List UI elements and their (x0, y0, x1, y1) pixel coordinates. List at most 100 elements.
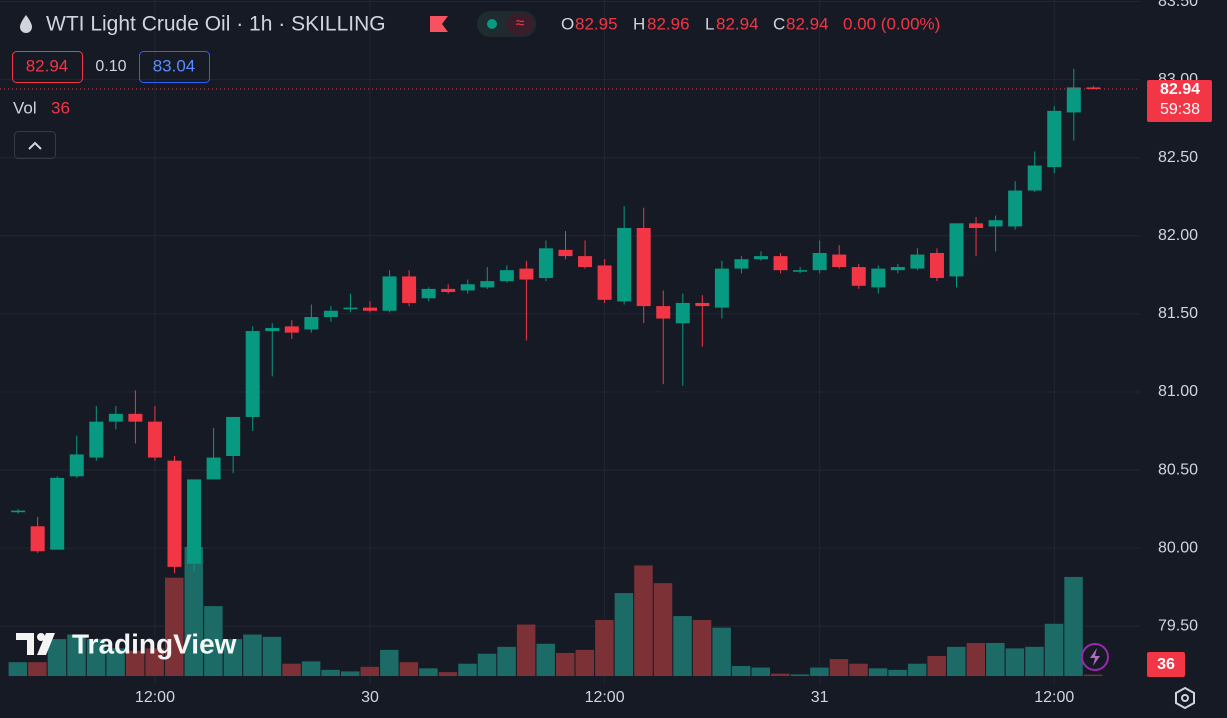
volume-bar (907, 663, 927, 676)
volume-bar (556, 652, 575, 676)
candle-body (754, 256, 768, 260)
candle-body (343, 307, 358, 310)
volume-bar (927, 656, 946, 676)
ohlc-value: 82.94 (716, 14, 759, 33)
candle-body (284, 326, 299, 333)
grid (0, 0, 1140, 684)
ohlc-label: O (561, 14, 574, 33)
x-tick-label: 12:00 (1034, 689, 1074, 706)
volume-bar (301, 661, 321, 676)
y-tick-label: 80.50 (1158, 461, 1198, 478)
candle-body (558, 249, 573, 257)
candle-layer (11, 68, 1101, 574)
watermark: TradingView (16, 628, 237, 659)
y-tick-label: 81.00 (1158, 383, 1198, 400)
candle-body (871, 268, 886, 288)
settings-button[interactable] (1175, 686, 1195, 710)
volume-bar (340, 671, 360, 676)
y-tick-label: 79.50 (1158, 617, 1198, 634)
bid-box[interactable] (12, 51, 83, 83)
x-tick-label: 31 (811, 689, 829, 706)
vol-label: Vol (13, 98, 37, 117)
candle-body (636, 228, 651, 307)
candle-body (265, 327, 280, 332)
y-tick-label: 82.50 (1158, 149, 1198, 166)
candle-body (402, 276, 417, 303)
candle-body (147, 421, 162, 458)
candle-body (929, 252, 944, 278)
bid-price: 82.94 (26, 56, 69, 75)
volume-badge-text: 36 (1157, 656, 1175, 673)
candle-body (226, 416, 241, 456)
candle-body (597, 265, 612, 300)
axis-layer: 79.5080.0080.5081.0081.5082.0082.5083.00… (0, 0, 1212, 706)
spread: 0.10 (95, 58, 126, 75)
candle-body (167, 460, 182, 567)
volume-bar (438, 672, 458, 676)
candle-body (1047, 110, 1062, 168)
candle-body (1086, 87, 1101, 90)
watermark-logo (16, 633, 55, 655)
candle-body (187, 479, 202, 564)
candle-body (499, 270, 514, 282)
candle-body (128, 413, 143, 422)
volume-bar (125, 650, 145, 676)
volume-bar (497, 646, 516, 676)
price-badge-text: 82.94 (1160, 81, 1200, 98)
volume-bar (653, 583, 673, 676)
alert-button[interactable] (1081, 643, 1109, 671)
chart-title[interactable]: WTI Light Crude Oil · 1h · SKILLING (46, 13, 386, 36)
ohlc-label: C (773, 14, 785, 33)
volume-bar (673, 616, 692, 676)
collapse-icon (28, 141, 42, 150)
y-tick-label: 82.00 (1158, 227, 1198, 244)
candle-body (793, 270, 808, 272)
candle-body (988, 220, 1003, 227)
volume-bar (712, 627, 731, 676)
candle-body (363, 307, 377, 311)
market-status-alt (506, 13, 534, 35)
candle-body (50, 477, 65, 550)
volume-bar (419, 668, 438, 676)
volume-bar (986, 642, 1005, 676)
volume-bar (790, 674, 810, 676)
y-tick-label: 83.50 (1158, 0, 1198, 10)
volume-bar (28, 662, 47, 676)
volume-bar (360, 666, 379, 676)
candle-body (1027, 165, 1042, 191)
volume-bar (282, 663, 301, 676)
ask-box[interactable] (139, 51, 210, 83)
candle-body (421, 288, 436, 299)
candle-body (323, 310, 338, 318)
collapse-button[interactable] (14, 131, 56, 159)
volume-bar (458, 663, 477, 676)
candle-body (108, 413, 123, 422)
market-status-icon: ≈ (516, 15, 525, 32)
candle-body (30, 526, 45, 552)
candle-body (382, 276, 397, 311)
watermark-logo (37, 633, 45, 641)
ohlc-value: 82.95 (575, 14, 618, 33)
candle-body (675, 302, 690, 324)
volume-bar (595, 619, 614, 676)
volume-bar (810, 667, 829, 676)
ohlc-legend: O 82.95 H 82.96 L 82.94 C 82.94 0.00 (0.… (561, 14, 940, 33)
candle-body (734, 259, 749, 269)
candle-body (773, 256, 788, 271)
volume-bar (1083, 674, 1103, 676)
symbol-icon (20, 15, 32, 33)
volume-bar (1025, 646, 1044, 676)
volume-bar (399, 662, 419, 676)
flag-icon[interactable] (430, 16, 448, 32)
volume-bar (477, 653, 497, 676)
candle-body (480, 281, 495, 288)
price-badge (1147, 80, 1212, 123)
candle-body (538, 248, 553, 278)
volume-bar (165, 577, 184, 676)
volume-bar (536, 643, 555, 676)
volume-layer (8, 547, 1103, 676)
volume-bar (8, 662, 28, 676)
